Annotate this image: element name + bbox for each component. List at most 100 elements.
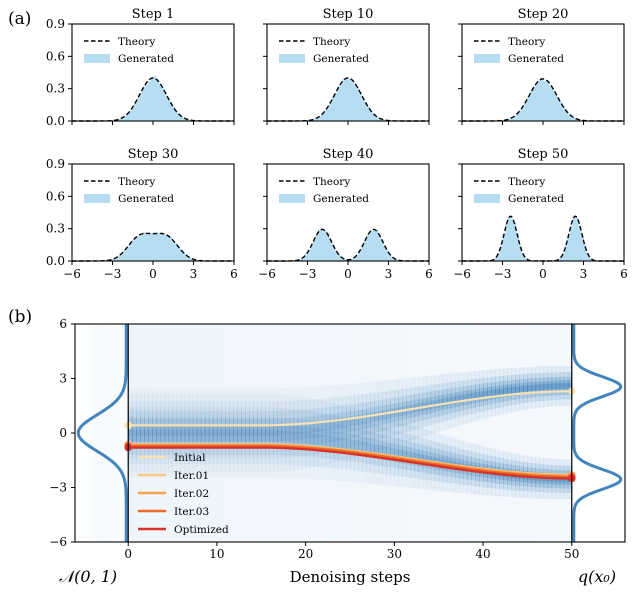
legend-generated-label: Generated bbox=[508, 193, 564, 205]
density-slice bbox=[329, 402, 335, 481]
density-slice bbox=[483, 390, 488, 398]
histogram-bar bbox=[364, 102, 368, 121]
density-slice bbox=[261, 418, 266, 442]
density-slice bbox=[350, 407, 355, 483]
density-slice bbox=[454, 395, 460, 404]
density-slice bbox=[414, 449, 420, 466]
density-slice bbox=[297, 431, 303, 444]
histogram-bar bbox=[136, 98, 140, 121]
density-slice bbox=[180, 401, 186, 459]
histogram-bar bbox=[299, 258, 303, 261]
y-tick-label: 0.6 bbox=[46, 189, 65, 203]
histogram-bar bbox=[155, 232, 159, 261]
density-slice bbox=[249, 407, 254, 465]
density-slice bbox=[140, 418, 145, 442]
density-slice bbox=[495, 376, 500, 409]
density-slice bbox=[418, 427, 424, 489]
density-slice bbox=[216, 424, 222, 448]
density-slice bbox=[374, 444, 379, 455]
density-slice bbox=[208, 424, 214, 448]
density-slice bbox=[329, 436, 335, 447]
density-slice bbox=[233, 416, 238, 455]
density-slice bbox=[462, 380, 468, 416]
density-slice bbox=[265, 418, 270, 442]
panel-title: Step 30 bbox=[128, 147, 179, 162]
density-slice bbox=[354, 435, 359, 456]
density-slice bbox=[220, 416, 226, 455]
density-slice bbox=[233, 411, 238, 450]
density-slice bbox=[434, 374, 440, 433]
density-slice bbox=[466, 390, 472, 405]
histogram-bar bbox=[126, 113, 130, 121]
density-slice bbox=[212, 424, 218, 448]
density-slice bbox=[305, 432, 311, 444]
density-slice bbox=[281, 407, 287, 465]
density-slice bbox=[140, 430, 145, 442]
density-slice bbox=[225, 416, 230, 455]
density-slice bbox=[454, 381, 460, 418]
density-slice bbox=[523, 382, 529, 395]
density-slice bbox=[350, 404, 355, 439]
density-slice bbox=[281, 410, 287, 449]
density-slice bbox=[168, 416, 174, 455]
density-slice bbox=[257, 424, 262, 448]
density-slice bbox=[249, 424, 254, 448]
density-slice bbox=[414, 436, 420, 479]
histogram-bar bbox=[190, 258, 194, 261]
density-slice bbox=[160, 407, 166, 465]
density-slice bbox=[265, 430, 270, 442]
histogram-bar bbox=[147, 81, 151, 121]
x-tick-label: 0 bbox=[344, 267, 352, 281]
histogram-bar bbox=[142, 232, 146, 261]
density-slice bbox=[337, 396, 343, 450]
density-slice bbox=[241, 407, 246, 465]
density-slice bbox=[470, 384, 476, 408]
density-slice bbox=[370, 412, 375, 484]
density-slice bbox=[172, 424, 178, 436]
density-slice bbox=[422, 455, 428, 464]
density-slice bbox=[293, 425, 299, 449]
density-slice bbox=[523, 373, 529, 403]
histogram-bar bbox=[139, 235, 143, 261]
density-slice bbox=[309, 433, 315, 445]
density-slice bbox=[535, 384, 541, 391]
density-slice bbox=[370, 424, 375, 473]
histogram-bar bbox=[134, 102, 138, 121]
histogram-bar bbox=[564, 244, 568, 261]
histogram-bar bbox=[553, 93, 557, 121]
density-slice bbox=[531, 366, 537, 409]
density-slice bbox=[523, 367, 529, 410]
density-slice bbox=[491, 382, 496, 404]
density-slice bbox=[563, 380, 569, 392]
x-tick-label: −6 bbox=[453, 267, 471, 281]
density-slice bbox=[543, 366, 549, 408]
x-tick-label: 3 bbox=[190, 267, 198, 281]
density-slice bbox=[225, 411, 230, 450]
density-slice bbox=[450, 381, 456, 419]
density-slice bbox=[362, 430, 367, 464]
density-slice bbox=[410, 442, 416, 471]
density-slice bbox=[499, 368, 504, 415]
density-slice bbox=[289, 423, 295, 435]
density-slice bbox=[196, 424, 202, 448]
legend-generated-swatch bbox=[279, 54, 305, 63]
density-slice bbox=[366, 442, 371, 453]
density-slice bbox=[216, 416, 222, 455]
histogram-bar bbox=[312, 119, 316, 121]
histogram-bar bbox=[356, 254, 360, 261]
density-slice bbox=[515, 367, 520, 412]
density-slice bbox=[366, 437, 371, 458]
density-slice bbox=[253, 418, 258, 442]
histogram-bar bbox=[126, 247, 130, 261]
density-slice bbox=[551, 366, 557, 407]
density-slice bbox=[265, 416, 270, 455]
density-slice bbox=[225, 418, 230, 442]
density-slice bbox=[366, 411, 371, 484]
density-slice bbox=[491, 386, 496, 400]
histogram-bar bbox=[372, 114, 376, 121]
density-slice bbox=[345, 406, 351, 482]
density-slice bbox=[257, 424, 262, 436]
density-slice bbox=[233, 424, 238, 436]
density-slice bbox=[410, 448, 416, 466]
density-slice bbox=[188, 411, 194, 450]
